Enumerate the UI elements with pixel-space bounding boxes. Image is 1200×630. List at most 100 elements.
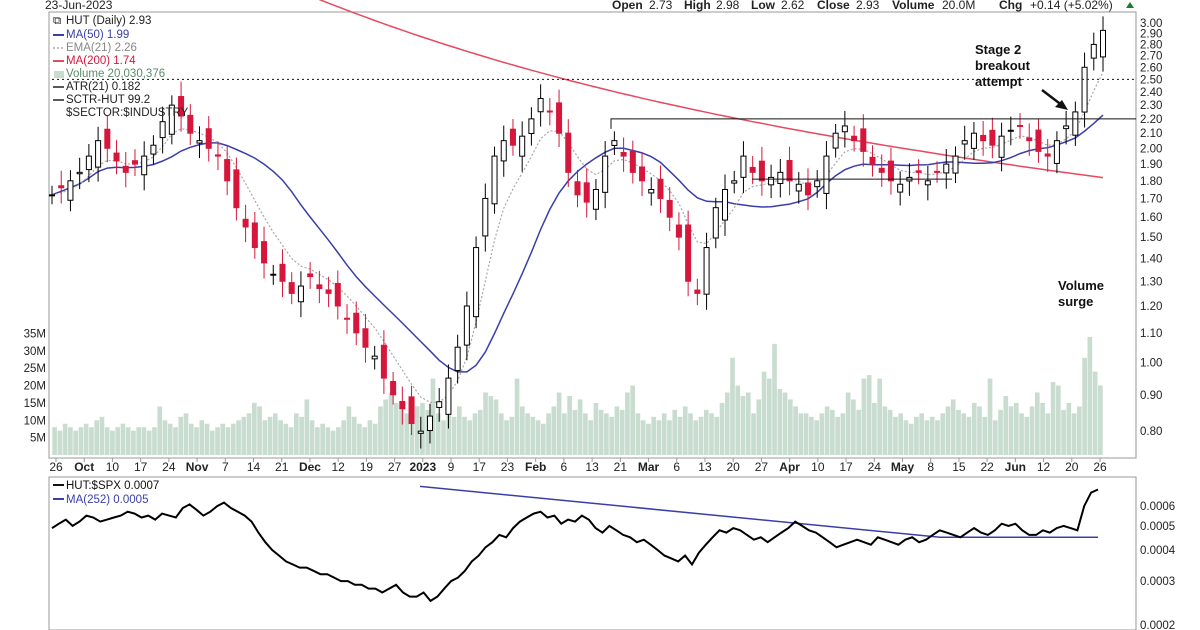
candle-body	[980, 134, 987, 142]
candle-body	[270, 273, 277, 276]
legend-ratio: HUT:$SPX 0.0007	[66, 480, 159, 492]
volume-bar	[919, 413, 925, 455]
volume-bar	[157, 406, 163, 455]
legend-atr: ATR(21) 0.182	[66, 81, 141, 93]
volume-bar	[745, 392, 751, 455]
candle-body	[1090, 43, 1097, 59]
volume-bar	[893, 416, 898, 455]
candle-body	[657, 178, 664, 199]
volume-bar	[251, 402, 257, 455]
arrow-head-icon	[1055, 100, 1068, 110]
date-tick-label: 10	[106, 460, 120, 474]
candle-body	[740, 155, 747, 178]
volume-bar	[1092, 371, 1098, 455]
volume-bar	[814, 420, 819, 455]
date-tick-label: 27	[388, 460, 402, 474]
candle-body	[952, 155, 959, 174]
date-tick-label: 10	[811, 460, 825, 474]
candle-body	[307, 273, 314, 278]
candle-body	[205, 128, 212, 149]
close-value: 2.93	[856, 0, 880, 12]
date-tick-label: Jun	[1005, 460, 1026, 474]
volume-bar	[887, 409, 893, 455]
candle-body	[48, 194, 56, 197]
volume-bar	[872, 402, 877, 455]
volume-bar	[556, 392, 562, 455]
candle-body	[1035, 129, 1042, 152]
volume-bar	[992, 420, 998, 455]
volume-bar	[793, 406, 798, 455]
candle-body	[777, 171, 784, 185]
volume-bar	[194, 427, 199, 455]
candle-body	[1081, 66, 1088, 113]
volume-bar	[1034, 392, 1040, 455]
volume-bar	[131, 430, 136, 455]
volume-bar	[593, 402, 599, 455]
date-tick-label: 7	[222, 460, 229, 474]
candle-body	[1017, 124, 1024, 127]
candle-body	[104, 128, 111, 149]
volume-bar	[1061, 409, 1066, 455]
open-value: 2.73	[649, 0, 673, 12]
volume-bar	[646, 423, 651, 455]
date-tick-label: 6	[561, 460, 568, 474]
ma252-line	[419, 485, 1098, 539]
candle-body	[712, 207, 719, 239]
volume-bar	[504, 420, 509, 455]
volume-bar	[304, 399, 310, 455]
candle-body	[261, 241, 268, 264]
volume-bar	[682, 406, 688, 455]
price-tick-label: 0.80	[1140, 426, 1162, 438]
volume-bar	[614, 406, 620, 455]
candle-body	[574, 181, 581, 196]
chart-icon-glyph: ⧉	[53, 15, 62, 27]
date-axis: 26 Oct 10 17 24 Nov 7 14 21 Dec 12 19 27 2023 9 17 23 Feb…	[49, 458, 1107, 474]
volume-axis: 35M 30M 25M 20M 15M 10M 5M	[24, 328, 46, 444]
candle-body	[187, 114, 194, 134]
volume-bar	[551, 406, 557, 455]
candle-body	[344, 317, 351, 320]
candle-body	[943, 163, 950, 174]
volume-bar	[903, 420, 909, 455]
candle-body	[150, 144, 157, 155]
volume-bar	[173, 427, 178, 455]
volume-bar	[451, 416, 457, 455]
volume-bar	[882, 406, 888, 455]
ratio-tick-label: 0.0004	[1140, 545, 1176, 557]
ma50-line	[51, 114, 1104, 373]
breakout-annotation: Stage 2 breakout attempt	[975, 42, 1068, 110]
volume-bar	[782, 392, 788, 455]
candle-body	[961, 140, 968, 145]
volume-bar	[604, 413, 609, 455]
volume-bar	[309, 420, 315, 455]
volume-bar	[199, 420, 205, 455]
volume-bar	[462, 416, 467, 455]
volume-bar	[215, 427, 220, 455]
candle-body	[823, 155, 830, 194]
ratio-lines	[51, 485, 1099, 603]
price-tick-label: 2.10	[1140, 128, 1162, 140]
volume-bar	[514, 378, 520, 455]
candle-body	[592, 189, 599, 210]
volume-bar	[535, 420, 541, 455]
volume-bar	[998, 409, 1003, 455]
candle-body	[749, 166, 756, 173]
price-tick-label: 2.00	[1140, 143, 1162, 155]
volume-bar	[583, 413, 588, 455]
candle-body	[1044, 153, 1051, 157]
volume-bar	[861, 378, 867, 455]
volume-bar	[609, 416, 614, 455]
volume-bar	[835, 416, 840, 455]
candle-body	[1063, 125, 1070, 130]
candle-body	[436, 401, 443, 408]
volume-bar	[1056, 385, 1061, 455]
price-tick-label: 2.20	[1140, 114, 1162, 126]
candle-body	[67, 180, 74, 201]
candle-body	[316, 284, 323, 289]
date-tick-label: 27	[755, 460, 769, 474]
candle-body	[666, 199, 673, 218]
ratio-axis: 0.0006 0.0005 0.0004 0.0003 0.0002	[1140, 501, 1176, 630]
volume-bar	[730, 357, 735, 455]
candle-body	[814, 180, 821, 188]
